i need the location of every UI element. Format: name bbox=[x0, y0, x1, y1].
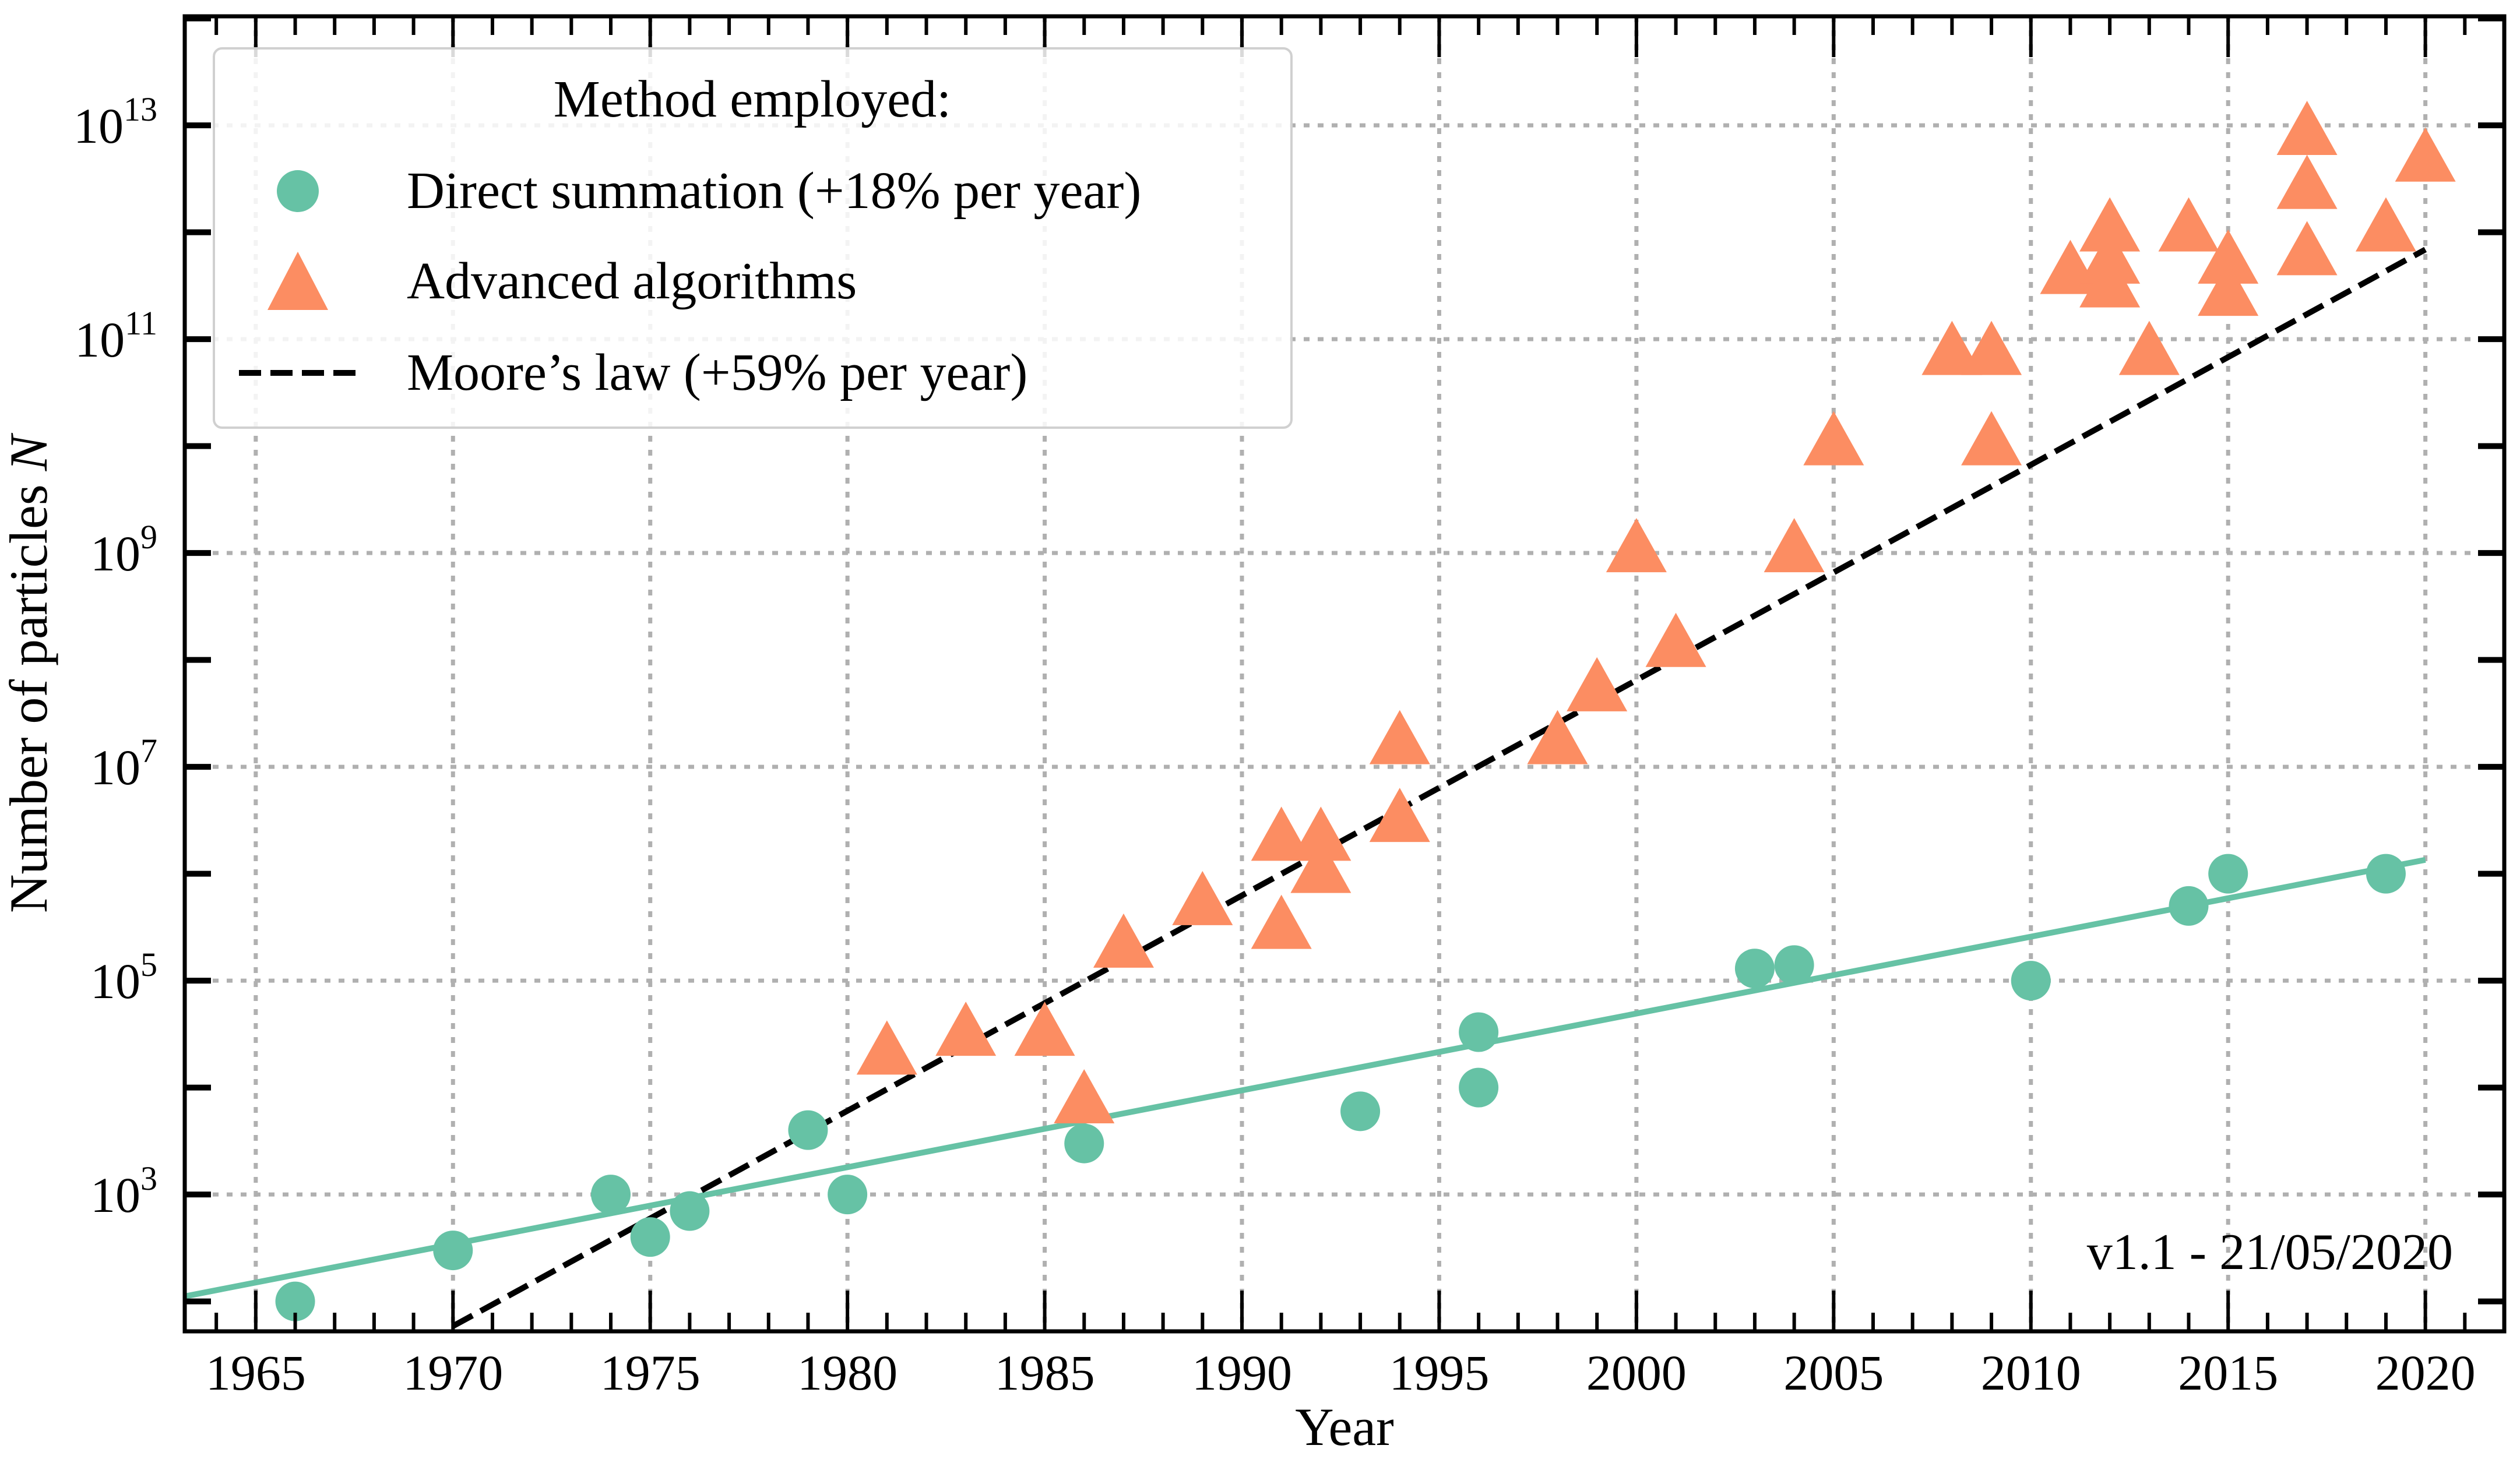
legend-triangle-icon bbox=[268, 252, 328, 310]
legend-circle-icon bbox=[277, 170, 319, 212]
advanced-algorithm-point bbox=[1961, 320, 2022, 375]
direct-summation-point bbox=[2366, 854, 2406, 894]
advanced-algorithm-point bbox=[2079, 253, 2141, 308]
x-tick-label: 1990 bbox=[1192, 1345, 1292, 1401]
y-tick-label: 107 bbox=[90, 732, 157, 795]
grid bbox=[185, 16, 2504, 1331]
advanced-algorithm-point bbox=[2198, 262, 2259, 316]
x-tick-label: 2005 bbox=[1783, 1345, 1884, 1401]
direct-summation-fit-line bbox=[185, 856, 2426, 1299]
legend-title: Method employed: bbox=[554, 70, 951, 128]
direct-summation-point bbox=[1734, 949, 1775, 989]
x-tick-label: 2000 bbox=[1586, 1345, 1687, 1401]
direct-summation-point bbox=[2208, 854, 2248, 894]
direct-summation-point bbox=[275, 1281, 315, 1321]
y-tick-label: 1011 bbox=[75, 304, 157, 368]
advanced-algorithm-point bbox=[1764, 518, 1825, 573]
y-tick-label: 103 bbox=[90, 1159, 157, 1223]
axis-ticks bbox=[185, 15, 2506, 1331]
x-tick-label: 2015 bbox=[2178, 1345, 2278, 1401]
y-axis-label: Number of particles N bbox=[0, 432, 58, 913]
advanced-algorithm-point bbox=[2158, 197, 2219, 252]
direct-summation-point bbox=[591, 1175, 631, 1215]
legend-box bbox=[213, 47, 1293, 429]
direct-summation-point bbox=[1064, 1123, 1104, 1164]
direct-summation-point bbox=[1340, 1091, 1381, 1131]
advanced-algorithm-point bbox=[1567, 657, 1628, 711]
advanced-algorithm-point bbox=[2395, 127, 2456, 182]
advanced-algorithm-point bbox=[2079, 197, 2141, 252]
advanced-algorithm-point bbox=[1054, 1069, 1115, 1124]
advanced-algorithm-point bbox=[935, 1002, 997, 1056]
legend-entry-advanced: Advanced algorithms bbox=[407, 252, 857, 310]
legend: Method employed: Direct summation (+18% … bbox=[213, 47, 1293, 429]
advanced-algorithm-point bbox=[2118, 320, 2180, 375]
advanced-algorithm-point bbox=[1014, 1002, 1075, 1056]
advanced-algorithm-point bbox=[1251, 894, 1312, 949]
x-tick-label: 1975 bbox=[600, 1345, 701, 1401]
x-tick-label: 1980 bbox=[797, 1345, 898, 1401]
plot-frame bbox=[182, 14, 2507, 1334]
advanced-algorithm-point bbox=[1369, 788, 1430, 843]
advanced-algorithm-point bbox=[2276, 100, 2338, 155]
data-points bbox=[275, 100, 2456, 1321]
fit-lines bbox=[185, 246, 2427, 1329]
advanced-algorithm-point bbox=[2198, 229, 2259, 284]
advanced-algorithm-point bbox=[1803, 411, 1864, 466]
direct-summation-point bbox=[433, 1231, 473, 1271]
legend-entry-direct: Direct summation (+18% per year) bbox=[407, 162, 1141, 220]
x-tick-label: 2010 bbox=[1981, 1345, 2081, 1401]
y-tick-labels: 103 105 107 109 1011 1013 bbox=[73, 90, 157, 1223]
advanced-algorithm-point bbox=[1606, 518, 1667, 573]
y-tick-label: 105 bbox=[90, 946, 157, 1009]
advanced-algorithm-point bbox=[1645, 612, 1706, 667]
x-tick-label: 1970 bbox=[403, 1345, 503, 1401]
x-tick-label: 1985 bbox=[995, 1345, 1095, 1401]
advanced-algorithm-point bbox=[1369, 710, 1430, 764]
x-tick-labels: 1965 1970 1975 1980 1985 1990 1995 2000 2005 2010… bbox=[206, 1345, 2476, 1401]
direct-summation-point bbox=[2011, 961, 2051, 1001]
advanced-algorithm-point bbox=[1093, 913, 1154, 968]
direct-summation-point bbox=[1774, 945, 1814, 985]
direct-summation-point bbox=[2169, 886, 2209, 926]
y-tick-label: 1013 bbox=[73, 90, 157, 154]
y-tick-label: 109 bbox=[90, 518, 157, 581]
direct-summation-point bbox=[1459, 1067, 1499, 1108]
advanced-algorithm-point bbox=[2355, 197, 2416, 252]
direct-summation-point bbox=[630, 1217, 670, 1257]
advanced-algorithm-point bbox=[2276, 154, 2338, 209]
direct-summation-point bbox=[1459, 1012, 1499, 1052]
advanced-algorithm-point bbox=[1172, 870, 1233, 925]
advanced-algorithm-point bbox=[1290, 806, 1351, 861]
advanced-algorithm-point bbox=[1251, 806, 1312, 861]
advanced-algorithm-point bbox=[856, 1020, 917, 1075]
version-annotation: v1.1 - 21/05/2020 bbox=[2087, 1224, 2453, 1281]
x-axis-label: Year bbox=[1295, 1397, 1394, 1457]
advanced-algorithm-point bbox=[1961, 411, 2022, 466]
advanced-algorithm-point bbox=[1290, 838, 1351, 893]
advanced-algorithm-point bbox=[2276, 221, 2338, 276]
legend-entry-moore: Moore’s law (+59% per year) bbox=[407, 344, 1027, 401]
advanced-algorithm-point bbox=[1527, 710, 1588, 764]
moores-law-line bbox=[451, 246, 2427, 1329]
x-tick-label: 2020 bbox=[2375, 1345, 2476, 1401]
direct-summation-point bbox=[788, 1110, 828, 1150]
x-tick-label: 1995 bbox=[1389, 1345, 1489, 1401]
x-tick-label: 1965 bbox=[206, 1345, 306, 1401]
direct-summation-point bbox=[828, 1175, 868, 1215]
advanced-algorithm-point bbox=[1921, 320, 1983, 375]
direct-summation-point bbox=[670, 1191, 710, 1231]
